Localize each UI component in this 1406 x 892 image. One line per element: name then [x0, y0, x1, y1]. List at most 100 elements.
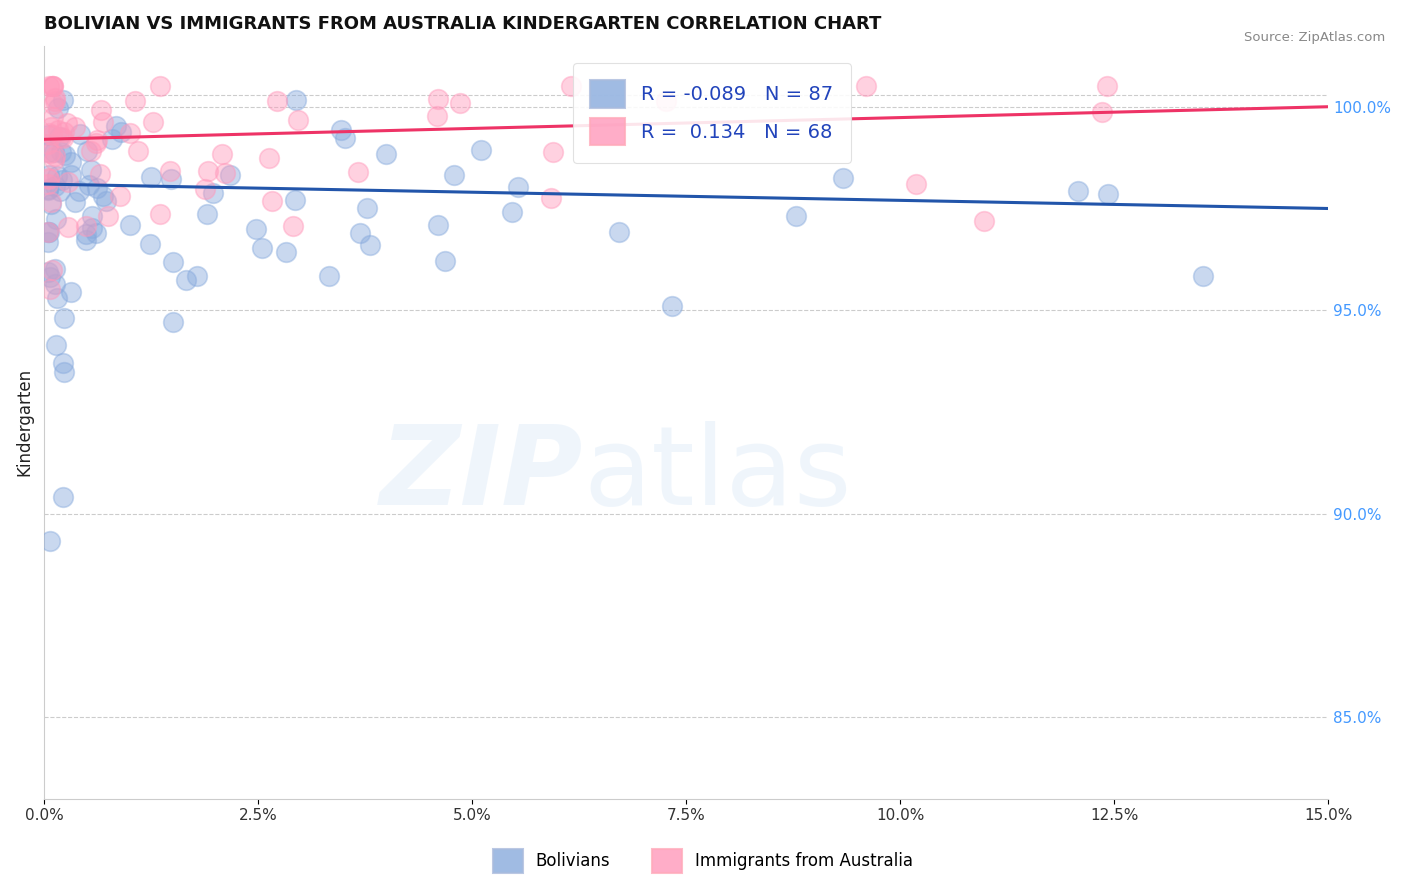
Point — [67, 184, 90, 198]
Point — [56, 220, 79, 235]
Point — [69, 127, 91, 141]
Point — [139, 237, 162, 252]
Point — [59, 154, 82, 169]
Point — [38, 79, 60, 94]
Point — [38, 534, 60, 549]
Point — [56, 175, 79, 189]
Point — [905, 178, 928, 192]
Point — [75, 233, 97, 247]
Point — [37, 265, 59, 279]
Point — [219, 168, 242, 182]
Point — [65, 120, 87, 134]
Point — [44, 91, 66, 105]
Legend: Bolivians, Immigrants from Australia: Bolivians, Immigrants from Australia — [486, 842, 920, 880]
Text: Source: ZipAtlas.com: Source: ZipAtlas.com — [1244, 31, 1385, 45]
Text: ZIP: ZIP — [380, 421, 583, 528]
Point — [508, 179, 530, 194]
Point — [42, 79, 65, 94]
Point — [60, 168, 83, 182]
Point — [120, 127, 142, 141]
Point — [39, 196, 62, 211]
Point — [541, 145, 564, 159]
Point — [86, 181, 108, 195]
Point — [1091, 104, 1114, 119]
Point — [281, 219, 304, 233]
Point — [39, 195, 62, 210]
Point — [101, 132, 124, 146]
Point — [186, 269, 208, 284]
Point — [162, 255, 184, 269]
Point — [284, 193, 307, 207]
Point — [449, 95, 471, 110]
Point — [141, 115, 163, 129]
Point — [37, 225, 59, 239]
Point — [37, 137, 59, 152]
Point — [38, 225, 60, 239]
Point — [333, 130, 356, 145]
Point — [37, 183, 59, 197]
Point — [1097, 186, 1119, 201]
Point — [124, 94, 146, 108]
Point — [266, 94, 288, 108]
Point — [52, 126, 75, 140]
Point — [160, 172, 183, 186]
Point — [91, 115, 114, 129]
Point — [359, 237, 381, 252]
Point — [45, 169, 67, 184]
Point — [52, 131, 75, 145]
Point — [89, 167, 111, 181]
Point — [443, 168, 465, 182]
Point — [250, 241, 273, 255]
Point — [44, 277, 66, 291]
Point — [46, 123, 69, 137]
Point — [37, 225, 59, 239]
Point — [197, 207, 219, 221]
Point — [560, 79, 582, 94]
Point — [375, 146, 398, 161]
Point — [53, 311, 76, 326]
Point — [197, 164, 219, 178]
Point — [37, 128, 59, 142]
Point — [470, 143, 492, 157]
Point — [174, 273, 197, 287]
Point — [287, 112, 309, 127]
Point — [110, 125, 132, 139]
Point — [330, 122, 353, 136]
Point — [318, 269, 340, 284]
Point — [426, 109, 449, 123]
Text: atlas: atlas — [583, 421, 852, 528]
Point — [49, 130, 72, 145]
Point — [42, 145, 65, 159]
Point — [97, 210, 120, 224]
Point — [75, 219, 97, 233]
Point — [38, 168, 60, 182]
Point — [259, 151, 281, 165]
Point — [42, 97, 65, 112]
Point — [785, 209, 807, 223]
Point — [77, 178, 100, 193]
Y-axis label: Kindergarten: Kindergarten — [15, 368, 32, 476]
Point — [41, 128, 63, 142]
Point — [56, 116, 79, 130]
Point — [42, 79, 65, 94]
Point — [60, 285, 83, 299]
Point — [44, 261, 66, 276]
Point — [162, 315, 184, 329]
Point — [607, 225, 630, 239]
Point — [149, 207, 172, 221]
Point — [90, 103, 112, 118]
Point — [426, 92, 449, 106]
Point — [37, 145, 59, 160]
Point — [37, 178, 59, 192]
Text: BOLIVIAN VS IMMIGRANTS FROM AUSTRALIA KINDERGARTEN CORRELATION CHART: BOLIVIAN VS IMMIGRANTS FROM AUSTRALIA KI… — [44, 15, 882, 33]
Point — [356, 201, 378, 215]
Point — [49, 145, 72, 159]
Point — [38, 281, 60, 295]
Point — [1067, 185, 1090, 199]
Point — [53, 148, 76, 162]
Point — [48, 184, 70, 198]
Point — [42, 110, 65, 124]
Point — [52, 490, 75, 504]
Point — [202, 186, 225, 200]
Point — [38, 126, 60, 140]
